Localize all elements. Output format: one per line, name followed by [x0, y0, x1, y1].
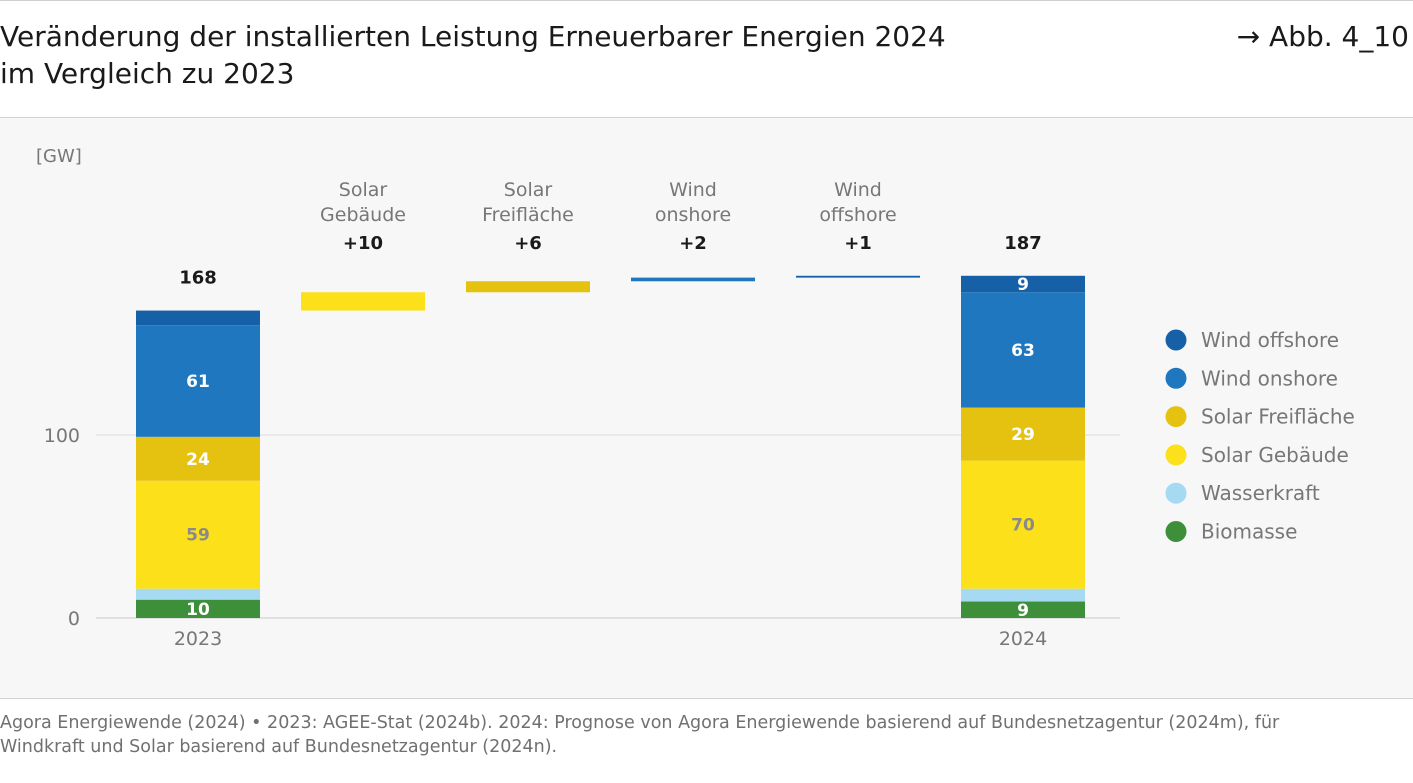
total-label-2024: 187 [1004, 233, 1042, 254]
bar-2024-wasserkraft [961, 588, 1085, 602]
legend-label-solar_freiflaeche: Solar Freifläche [1201, 405, 1355, 429]
change-bar-solar_gebaeude [301, 292, 425, 311]
top-rule [0, 0, 1413, 1]
change-bar-wind_offshore [796, 275, 920, 278]
figure-reference: → Abb. 4_10 [1236, 20, 1409, 53]
bar-2023-solar_freiflaeche [136, 436, 260, 481]
change-name-wind_offshore-line-1: Wind [834, 179, 882, 201]
bar-2024-biomasse [961, 601, 1085, 618]
change-label-wind_onshore: +2 [679, 233, 707, 254]
bar-2023-wind_onshore [136, 325, 260, 437]
source-note: Agora Energiewende (2024) • 2023: AGEE-S… [0, 711, 1413, 759]
source-note-line-2: Windkraft und Solar basierend auf Bundes… [0, 737, 558, 757]
bar-layer [136, 275, 1085, 618]
change-name-wind_onshore-line-2: onshore [655, 204, 731, 226]
change-bar-wind_onshore [631, 277, 755, 282]
label-layer: [GW] 0 100 10 59 24 61 168 2023 9 70 29 63 9 187 2024 So… [36, 146, 1047, 650]
grid-layer [96, 434, 1120, 619]
bar-2023-wasserkraft [136, 588, 260, 600]
legend-marker-wind_onshore [1165, 367, 1187, 389]
data-label-2024-wind_onshore: 63 [1011, 341, 1035, 361]
legend-marker-solar_freiflaeche [1165, 406, 1187, 428]
legend-label-biomasse: Biomasse [1201, 520, 1297, 544]
legend-marker-solar_gebaeude [1165, 444, 1187, 466]
change-name-solar_freiflaeche-line-1: Solar [504, 179, 553, 201]
legend-label-wind_onshore: Wind onshore [1201, 366, 1338, 390]
data-label-2023-wind_onshore: 61 [186, 372, 210, 392]
data-label-2024-wind_offshore: 9 [1017, 275, 1029, 295]
legend: Wind offshore Wind onshore Solar Freifläch… [1165, 328, 1355, 544]
legend-label-wasserkraft: Wasserkraft [1201, 481, 1320, 505]
waterfall-chart: [GW] 0 100 10 59 24 61 168 2023 9 70 29 63 9 187 2024 So… [36, 146, 1355, 650]
change-label-solar_freiflaeche: +6 [514, 233, 542, 254]
change-name-wind_offshore-line-2: offshore [819, 204, 896, 226]
source-note-line-1: Agora Energiewende (2024) • 2023: AGEE-S… [0, 713, 1280, 733]
change-name-solar_gebaeude-line-1: Solar [339, 179, 388, 201]
change-name-solar_gebaeude-line-2: Gebäude [320, 204, 406, 226]
data-label-2023-solar_gebaeude: 59 [186, 526, 210, 546]
bar-2023-solar_gebaeude [136, 480, 260, 589]
chart-title-line-2: im Vergleich zu 2023 [0, 57, 295, 90]
bar-2024-solar_gebaeude [961, 460, 1085, 589]
change-label-wind_offshore: +1 [844, 233, 872, 254]
bar-2023-wind_offshore [136, 310, 260, 326]
total-label-2023: 168 [179, 268, 217, 289]
legend-marker-wasserkraft [1165, 482, 1187, 504]
legend-label-wind_offshore: Wind offshore [1201, 328, 1339, 352]
x-tick-label-2024: 2024 [999, 628, 1047, 650]
bar-2024-solar_freiflaeche [961, 407, 1085, 461]
y-tick-label-0: 0 [68, 608, 80, 630]
data-label-2024-biomasse: 9 [1017, 601, 1029, 621]
x-tick-label-2023: 2023 [174, 628, 222, 650]
y-axis-unit-label: [GW] [36, 146, 82, 167]
change-label-solar_gebaeude: +10 [343, 233, 383, 254]
y-tick-label-100: 100 [44, 425, 80, 447]
legend-label-solar_gebaeude: Solar Gebäude [1201, 443, 1349, 467]
chart-title: Veränderung der installierten Leistung E… [0, 18, 1060, 92]
bar-2024-wind_offshore [961, 275, 1085, 293]
data-label-2023-biomasse: 10 [186, 600, 210, 620]
legend-marker-biomasse [1165, 521, 1187, 542]
chart-panel: [GW] 0 100 10 59 24 61 168 2023 9 70 29 63 9 187 2024 So… [0, 117, 1413, 699]
data-label-2024-solar_freiflaeche: 29 [1011, 425, 1035, 445]
data-label-2023-solar_freiflaeche: 24 [186, 450, 210, 470]
bar-2023-biomasse [136, 599, 260, 618]
chart-title-line-1: Veränderung der installierten Leistung E… [0, 20, 946, 53]
change-bar-solar_freiflaeche [466, 281, 590, 293]
change-name-wind_onshore-line-1: Wind [669, 179, 717, 201]
data-label-2024-solar_gebaeude: 70 [1011, 516, 1035, 536]
bar-2024-wind_onshore [961, 292, 1085, 408]
change-name-solar_freiflaeche-line-2: Freifläche [482, 204, 574, 226]
legend-marker-wind_offshore [1165, 329, 1187, 351]
